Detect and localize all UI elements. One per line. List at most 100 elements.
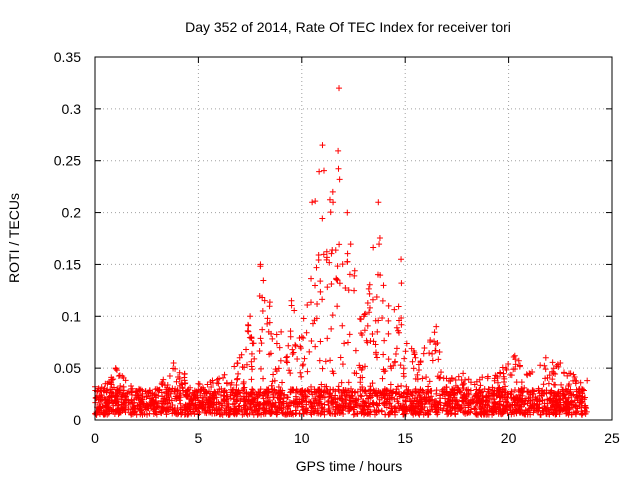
- data-point: [344, 258, 351, 265]
- data-point: [518, 403, 525, 410]
- data-point: [273, 368, 280, 375]
- data-point: [212, 390, 219, 397]
- data-point: [228, 389, 235, 396]
- data-point: [360, 406, 367, 413]
- data-point: [312, 395, 319, 402]
- data-point: [526, 407, 533, 414]
- data-point: [191, 387, 198, 394]
- data-point: [207, 378, 214, 385]
- x-tick-label: 5: [195, 430, 203, 446]
- y-tick-label: 0.35: [54, 49, 81, 65]
- data-point: [122, 404, 129, 411]
- data-point: [346, 394, 353, 401]
- data-point: [320, 251, 327, 258]
- data-point: [484, 388, 491, 395]
- data-point: [400, 401, 407, 408]
- data-point: [353, 370, 360, 377]
- data-point: [486, 395, 493, 402]
- data-point: [577, 379, 584, 386]
- data-point: [247, 400, 254, 407]
- data-point: [324, 335, 331, 342]
- data-point: [241, 396, 248, 403]
- data-point: [271, 386, 278, 393]
- data-point: [147, 401, 154, 408]
- data-point: [100, 387, 107, 394]
- data-point: [453, 404, 460, 411]
- data-point: [341, 340, 348, 347]
- data-point: [350, 411, 357, 418]
- data-point: [366, 309, 373, 316]
- data-point: [301, 388, 308, 395]
- data-point: [447, 391, 454, 398]
- data-point: [581, 407, 588, 414]
- data-point: [553, 411, 560, 418]
- data-point: [473, 392, 480, 399]
- data-point: [297, 369, 304, 376]
- axis-ticks: [94, 56, 613, 421]
- data-point: [217, 392, 224, 399]
- data-point: [112, 399, 119, 406]
- data-point: [412, 387, 419, 394]
- data-point: [270, 371, 277, 378]
- data-point-peak: [195, 380, 202, 387]
- data-point: [221, 371, 228, 378]
- data-point: [459, 382, 466, 389]
- data-point: [546, 411, 553, 418]
- data-point: [108, 374, 115, 381]
- data-point: [559, 395, 566, 402]
- data-point: [248, 376, 255, 383]
- data-point: [328, 250, 335, 257]
- data-point: [326, 259, 333, 266]
- data-point: [499, 386, 506, 393]
- data-point: [452, 397, 459, 404]
- data-point: [352, 347, 359, 354]
- data-point: [122, 377, 129, 384]
- data-point: [576, 399, 583, 406]
- data-point: [517, 409, 524, 416]
- data-point: [506, 403, 513, 410]
- data-point: [354, 410, 361, 417]
- data-point: [128, 383, 135, 390]
- data-point: [176, 369, 183, 376]
- data-point: [245, 328, 252, 335]
- data-point: [387, 400, 394, 407]
- data-point: [163, 390, 170, 397]
- data-point: [550, 381, 557, 388]
- data-point: [326, 405, 333, 412]
- data-point: [410, 347, 417, 354]
- data-point: [322, 358, 329, 365]
- data-point: [283, 358, 290, 365]
- data-point: [227, 381, 234, 388]
- data-point: [160, 395, 167, 402]
- data-point: [380, 351, 387, 358]
- data-point: [188, 397, 195, 404]
- data-point: [240, 393, 247, 400]
- data-point: [526, 394, 533, 401]
- data-point: [317, 278, 324, 285]
- data-point: [104, 396, 111, 403]
- data-point: [317, 338, 324, 345]
- data-point: [266, 319, 273, 326]
- data-point-peak: [375, 199, 382, 206]
- data-point: [164, 382, 171, 389]
- data-point: [98, 407, 105, 414]
- data-point: [427, 387, 434, 394]
- data-point-peak: [329, 188, 336, 195]
- data-point: [223, 380, 230, 387]
- data-point-peak: [443, 375, 450, 382]
- data-point: [227, 395, 234, 402]
- data-point: [347, 241, 354, 248]
- data-point: [369, 296, 376, 303]
- data-point: [460, 381, 467, 388]
- data-point: [510, 354, 517, 361]
- data-point: [378, 407, 385, 414]
- data-point: [276, 402, 283, 409]
- data-point: [333, 275, 340, 282]
- data-point: [314, 407, 321, 414]
- data-point: [269, 335, 276, 342]
- data-point: [490, 403, 497, 410]
- data-point: [253, 407, 260, 414]
- data-point: [176, 375, 183, 382]
- data-point: [359, 384, 366, 391]
- data-point: [550, 370, 557, 377]
